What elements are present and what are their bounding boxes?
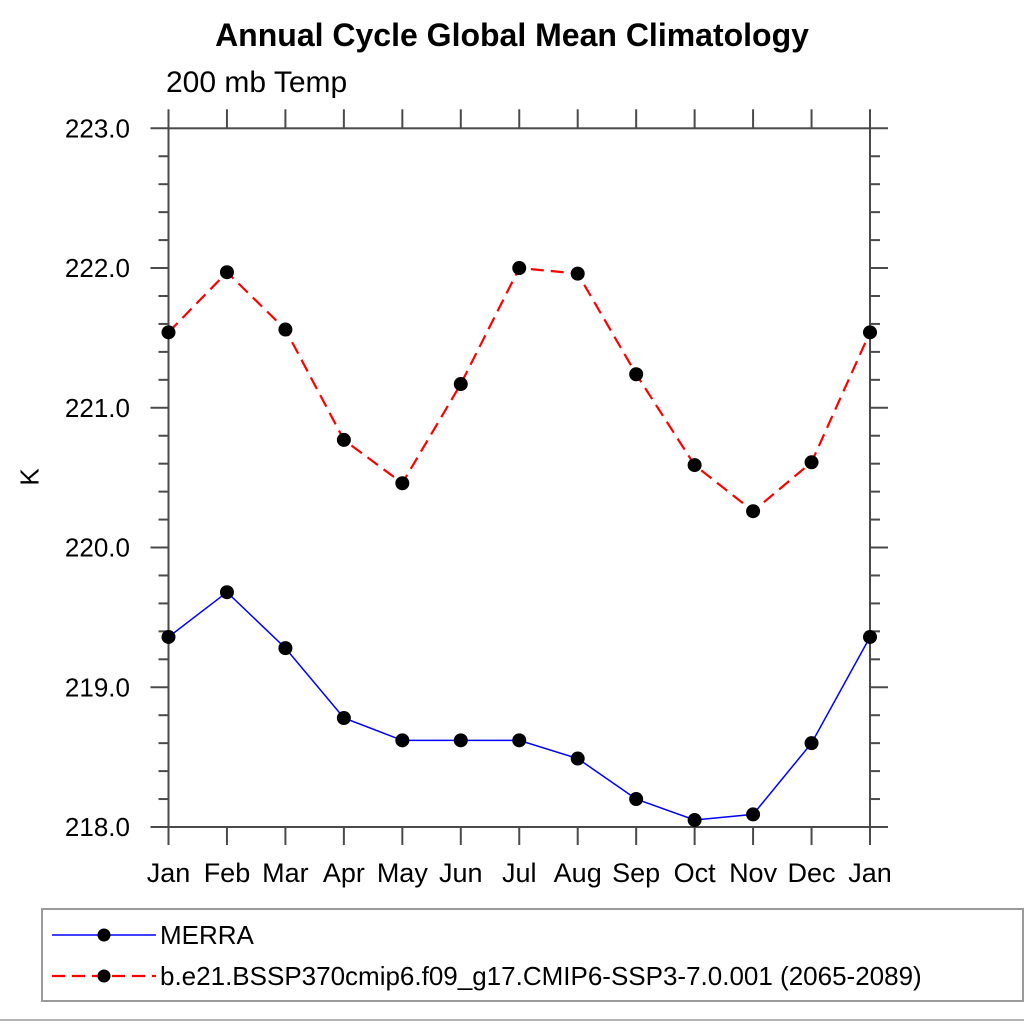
legend-marker-dot <box>97 928 111 941</box>
data-point-marker <box>395 733 410 748</box>
series-line-1 <box>167 266 872 513</box>
x-tick-label: Dec <box>788 858 836 888</box>
data-point-marker <box>629 792 644 807</box>
x-tick-label: Jan <box>848 858 892 888</box>
legend-marker-dot <box>97 969 111 982</box>
data-point-marker <box>453 377 468 392</box>
data-point-marker <box>687 813 702 828</box>
data-point-marker <box>219 265 234 280</box>
x-tick-label: Jul <box>502 858 537 888</box>
x-tick-label: Oct <box>674 858 717 888</box>
y-tick-label: 222.0 <box>65 253 130 283</box>
annual-cycle-line-chart: 218.0 219.0 220.0 221.0 222.0 223.0 Jan Feb Mar A… <box>65 109 892 888</box>
legend: MERRA b.e21.BSSP370cmip6.f09_g17.CMIP6-SS… <box>41 908 1024 1002</box>
data-point-marker <box>863 325 877 340</box>
data-point-marker <box>629 367 644 382</box>
x-tick-label: Feb <box>204 858 251 888</box>
y-tick-label: 220.0 <box>65 533 130 563</box>
page-bottom-rule <box>0 1019 1024 1021</box>
legend-item-0: MERRA <box>48 920 1022 950</box>
legend-rows: MERRA b.e21.BSSP370cmip6.f09_g17.CMIP6-SS… <box>48 920 1022 991</box>
data-point-marker <box>161 325 176 340</box>
data-point-marker <box>687 458 702 473</box>
data-point-marker <box>863 629 877 644</box>
legend-item-1: b.e21.BSSP370cmip6.f09_g17.CMIP6-SSP3-7.… <box>48 961 1022 991</box>
data-point-marker <box>278 641 293 656</box>
data-point-marker <box>512 261 527 276</box>
data-point-marker <box>278 322 293 337</box>
x-tick-label: Apr <box>323 858 365 888</box>
chart-title: Annual Cycle Global Mean Climatology <box>215 17 809 53</box>
data-point-marker <box>453 733 468 748</box>
data-point-marker <box>746 807 761 822</box>
x-tick-label: Jun <box>439 858 483 888</box>
x-tick-label: Jan <box>147 858 191 888</box>
data-point-marker <box>746 504 761 519</box>
data-point-marker <box>336 711 351 726</box>
series-line-0 <box>168 591 871 821</box>
plot-frame <box>167 127 871 829</box>
data-point-marker <box>570 266 585 281</box>
data-point-marker <box>336 432 351 447</box>
y-tick-label: 223.0 <box>65 113 130 143</box>
data-point-marker <box>161 629 176 644</box>
y-tick-label: 218.0 <box>65 812 130 842</box>
data-point-marker <box>804 455 819 470</box>
data-point-marker <box>395 476 410 491</box>
x-tick-label: Mar <box>262 858 309 888</box>
data-point-marker <box>570 751 585 766</box>
y-tick-label: 221.0 <box>65 393 130 423</box>
data-point-marker <box>512 733 527 748</box>
data-point-marker <box>219 585 234 600</box>
legend-sample-solid-line <box>52 928 156 941</box>
legend-sample-dashed-line <box>52 969 156 982</box>
x-tick-label: Aug <box>554 858 602 888</box>
chart-subtitle: 200 mb Temp <box>166 66 348 99</box>
x-tick-label: Nov <box>729 858 778 888</box>
y-tick-label: 219.0 <box>65 672 130 702</box>
legend-label: b.e21.BSSP370cmip6.f09_g17.CMIP6-SSP3-7.… <box>160 960 922 991</box>
x-tick-label: May <box>377 858 429 888</box>
x-tick-label: Sep <box>612 858 660 888</box>
data-point-marker <box>804 736 819 751</box>
legend-label: MERRA <box>160 919 254 950</box>
